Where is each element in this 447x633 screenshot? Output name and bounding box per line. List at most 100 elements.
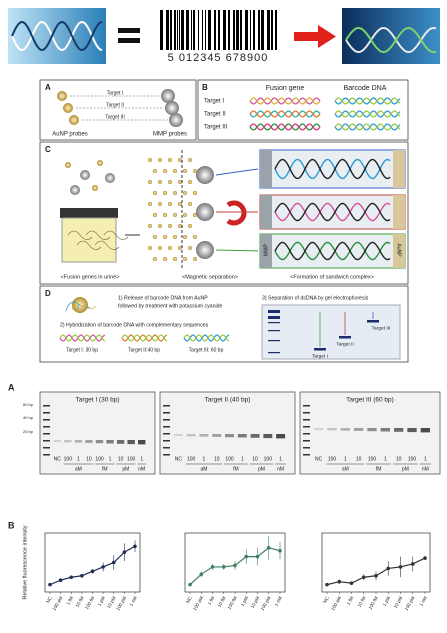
label: 100 fM: [368, 595, 379, 610]
ladder-band: [303, 454, 310, 456]
label: Target III: [372, 325, 391, 331]
particle: [163, 235, 167, 239]
ladder-band: [303, 440, 310, 442]
arrow: [215, 249, 259, 252]
lane-band: [354, 428, 364, 431]
helix-strand: [334, 97, 401, 105]
barcode-bar: [253, 10, 255, 50]
label: 100: [127, 456, 136, 462]
label: Target I (30 bp): [75, 397, 119, 404]
label: Target III: [105, 114, 124, 120]
lane-band: [276, 434, 286, 439]
helix-strand: [249, 123, 321, 131]
particle: [178, 180, 182, 184]
ladder-band: [268, 330, 280, 332]
lane-band: [394, 428, 404, 432]
particle: [193, 213, 197, 217]
particle: [183, 235, 187, 239]
label: fM: [233, 466, 239, 472]
label: A: [8, 382, 15, 392]
point: [133, 544, 137, 549]
lane-band: [225, 434, 234, 438]
helix-strand: [11, 20, 103, 52]
particle: [163, 169, 167, 173]
label: 100: [264, 456, 273, 462]
ladder-band: [43, 426, 50, 428]
lane-band: [138, 440, 146, 445]
particle: [196, 241, 214, 259]
label: NC: [322, 595, 330, 604]
label: 100: [64, 456, 73, 462]
lane-band: [314, 428, 324, 430]
lane-band: [237, 434, 247, 438]
helix-strand: [334, 123, 401, 131]
point: [410, 562, 415, 566]
label: 100: [368, 456, 377, 462]
lane-band: [380, 428, 390, 432]
barcode-bar: [218, 10, 220, 50]
particle: [70, 185, 80, 195]
complex-bg: [259, 194, 406, 230]
ladder-band: [163, 440, 170, 442]
helix-strand: [334, 110, 401, 118]
particle: [173, 235, 177, 239]
ladder-band: [43, 440, 50, 442]
label: 1 fM: [207, 595, 216, 605]
label: 1: [109, 456, 112, 462]
label: Target II: [106, 102, 124, 108]
point: [80, 573, 84, 578]
barcode-bar: [250, 10, 251, 50]
helix-strand: [274, 202, 391, 222]
label: MMP probes: [153, 132, 187, 138]
barcode-bar: [214, 10, 216, 50]
label: 1: [140, 456, 143, 462]
label: 100: [95, 456, 104, 462]
ladder-band: [303, 433, 310, 435]
label: aM: [75, 466, 82, 472]
ladder-band: [163, 454, 170, 456]
label: 10 pM: [106, 595, 117, 609]
particle: [178, 158, 182, 162]
label: 10 pM: [250, 595, 261, 609]
particle: [80, 170, 90, 180]
lane-band: [173, 434, 183, 436]
particle: [92, 185, 98, 191]
particle: [183, 191, 187, 195]
lane-band: [250, 434, 260, 438]
ladder-band: [163, 412, 170, 414]
lane-band: [53, 440, 61, 442]
particle: [193, 169, 197, 173]
panel-box: [39, 79, 197, 141]
label: Target I: 30 bp: [66, 347, 98, 353]
particle: [65, 162, 71, 168]
label: fM: [102, 466, 108, 472]
ladder-band: [163, 433, 170, 435]
lane-band: [327, 428, 337, 431]
label: B: [202, 83, 208, 92]
ladder-band: [43, 419, 50, 421]
label: Fusion gene: [266, 85, 305, 92]
particle: [57, 91, 67, 101]
dna-image: [342, 8, 440, 64]
label: 100 fM: [84, 595, 95, 610]
label: Target III: [204, 125, 228, 131]
label: 100: [187, 456, 196, 462]
point: [69, 575, 74, 580]
ladder-band: [303, 426, 310, 428]
particle: [163, 257, 167, 261]
label: 1: [77, 456, 80, 462]
point: [423, 556, 427, 560]
barcode-bar: [245, 10, 248, 50]
particle: [158, 158, 162, 162]
point: [48, 582, 52, 587]
label: 1 nM: [418, 595, 428, 606]
barcode-bar: [174, 10, 176, 50]
point: [255, 554, 260, 559]
particle: [158, 202, 162, 206]
label: NC: [45, 595, 53, 604]
plot-frame: [321, 532, 431, 593]
particle: [148, 180, 152, 184]
dna-image: [8, 8, 106, 64]
particle: [153, 191, 157, 195]
helix-strand: [183, 334, 230, 342]
